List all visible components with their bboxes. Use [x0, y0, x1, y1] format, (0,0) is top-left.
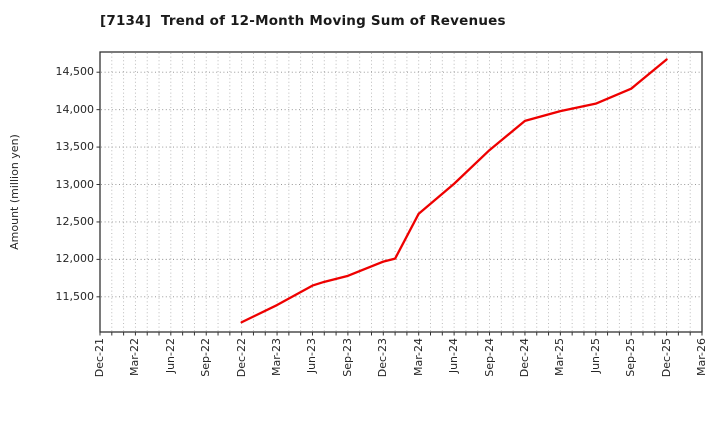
- x-tick-label: Sep-25: [624, 338, 638, 377]
- y-tick-label: 14,000: [55, 102, 95, 116]
- plot-border: [99, 51, 703, 333]
- x-tick-label: Dec-22: [234, 338, 248, 378]
- x-tick-label: Jun-24: [447, 338, 461, 374]
- x-tick-label: Mar-25: [553, 338, 567, 377]
- chart-title: [7134] Trend of 12-Month Moving Sum of R…: [100, 13, 506, 29]
- x-tick-label: Mar-22: [128, 338, 142, 377]
- x-tick-label: Mar-26: [695, 338, 708, 377]
- x-tick-label: Mar-23: [270, 338, 284, 377]
- series-line: [240, 58, 668, 324]
- y-tick-label: 11,500: [55, 289, 95, 303]
- x-tick-label: Dec-23: [376, 338, 390, 378]
- y-tick-label: 13,000: [55, 177, 95, 191]
- x-tick-label: Mar-24: [411, 338, 425, 377]
- x-tick-label: Dec-21: [93, 338, 106, 378]
- x-tick-label: Jun-25: [588, 338, 602, 374]
- x-tick-label: Jun-23: [305, 338, 319, 374]
- x-tick-label: Dec-25: [659, 338, 673, 378]
- y-tick-label: 14,500: [55, 65, 95, 79]
- x-tick-label: Sep-24: [482, 338, 496, 377]
- x-tick-label: Sep-23: [340, 338, 354, 377]
- y-tick-label: 12,000: [55, 252, 95, 266]
- y-tick-label: 13,500: [55, 140, 95, 154]
- x-tick-label: Dec-24: [517, 338, 531, 378]
- x-tick-label: Jun-22: [163, 338, 177, 374]
- y-tick-label: 12,500: [55, 214, 95, 228]
- x-tick-label: Sep-22: [199, 338, 213, 377]
